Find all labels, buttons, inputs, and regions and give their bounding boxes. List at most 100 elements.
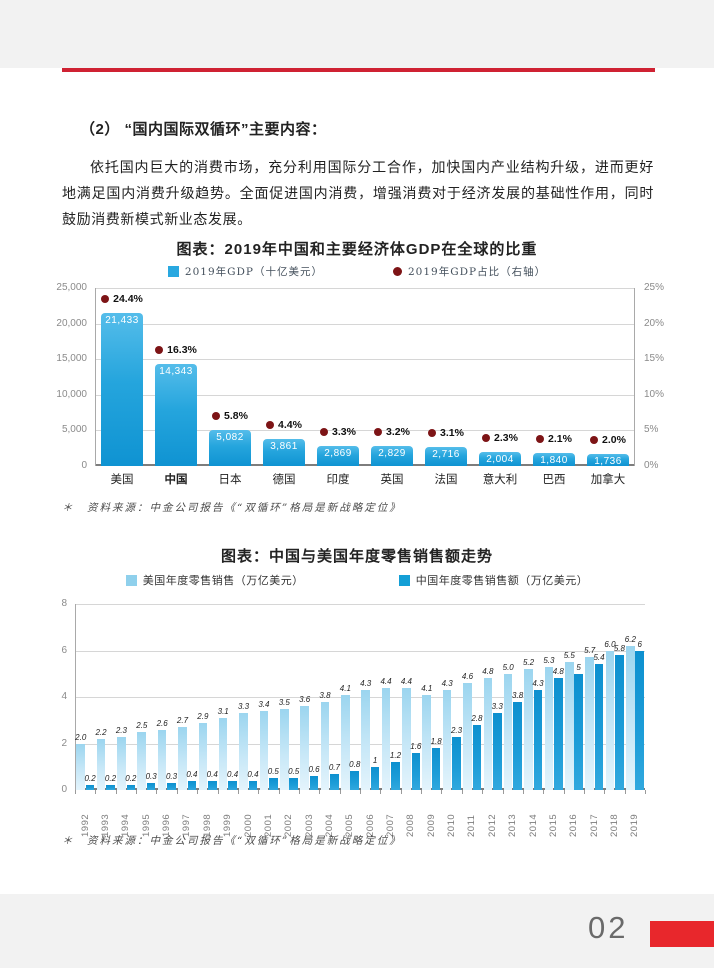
gridline <box>75 743 645 745</box>
year-label: 1992 <box>79 813 91 837</box>
gdp-share-value-label: 16.3% <box>167 343 197 356</box>
chart2-source-note: ＊ 资料来源：中金公司报告《“双循环”格局是新战略定位》 <box>62 835 402 847</box>
year-label: 2008 <box>405 813 417 837</box>
gridline <box>95 430 635 432</box>
cn-retail-bar <box>167 783 176 790</box>
category-label: 巴西 <box>542 474 566 486</box>
chart1-legend-share: 2019年GDP占比（右轴） <box>393 264 546 279</box>
us-retail-bar <box>259 710 269 790</box>
chart1-title: 图表：2019年中国和主要经济体GDP在全球的比重 <box>176 241 538 258</box>
x-axis-tick <box>604 790 606 794</box>
gdp-share-value-label: 2.3% <box>494 431 518 444</box>
gdp-share-dot-icon <box>320 427 329 436</box>
x-axis-tick <box>258 790 260 794</box>
us-retail-value-label: 3.4 <box>258 699 270 709</box>
cn-retail-bar <box>330 773 339 790</box>
chart2-legend-cn: 中国年度零售销售额（万亿美元） <box>398 572 589 588</box>
cn-retail-value-label: 4.8 <box>552 667 564 677</box>
gdp-share-dot-icon <box>428 428 437 437</box>
cn-retail-value-label: 6 <box>637 639 642 649</box>
gdp-share-marker: 2.1% <box>527 432 581 446</box>
us-retail-bar <box>218 717 228 790</box>
chart2-title: 图表：中国与美国年度零售销售额走势 <box>220 548 493 565</box>
cn-bar-swatch-icon <box>398 574 410 586</box>
category-label: 印度 <box>326 474 350 486</box>
x-axis-tick <box>502 790 504 794</box>
us-retail-value-label: 2.6 <box>156 718 168 728</box>
gdp-share-dot-icon <box>536 434 545 443</box>
x-axis-tick <box>583 790 585 794</box>
gridline <box>95 394 635 396</box>
us-retail-value-label: 3.1 <box>217 706 229 716</box>
cn-retail-value-label: 2.3 <box>450 725 463 735</box>
gdp-bar: 5,082 <box>209 429 251 466</box>
us-bar-swatch-icon <box>125 574 137 586</box>
gdp-bar-value-label: 14,343 <box>159 365 193 377</box>
x-axis-tick <box>176 790 178 794</box>
y-axis-line <box>75 604 76 790</box>
gdp-bar: 2,829 <box>371 445 413 466</box>
us-retail-bar <box>137 731 147 790</box>
x-axis-tick <box>421 790 423 794</box>
us-retail-value-label: 3.5 <box>278 697 290 707</box>
us-retail-value-label: 2.3 <box>115 725 127 735</box>
chart1-legend-gdp-label: 2019年GDP（十亿美元） <box>184 266 323 278</box>
y-axis-tick-label: 6 <box>61 644 67 656</box>
cn-retail-bar <box>452 736 461 790</box>
gridline <box>95 323 635 325</box>
gdp-chart-plot: 0 0% 5,000 5% 10,000 10% 15,000 15% 20,000 20% 25,… <box>56 282 664 471</box>
us-retail-value-label: 5.3 <box>543 655 555 665</box>
chart2-legend-cn-label: 中国年度零售销售额（万亿美元） <box>415 575 589 587</box>
us-retail-bar <box>402 687 411 790</box>
us-retail-bar <box>178 727 187 790</box>
cn-retail-value-label: 0.2 <box>104 774 117 784</box>
gdp-bar-value-label: 21,433 <box>105 315 139 327</box>
us-retail-value-label: 2.5 <box>136 720 148 730</box>
cn-retail-value-label: 0.4 <box>227 769 239 779</box>
us-retail-bar <box>341 694 350 790</box>
us-retail-bar <box>463 683 472 790</box>
year-label: 2012 <box>486 813 498 837</box>
year-label: 2011 <box>466 814 478 837</box>
us-retail-bar <box>422 694 432 790</box>
gdp-share-value-label: 3.1% <box>440 426 464 439</box>
cn-retail-bar <box>85 785 95 790</box>
us-retail-bar <box>564 662 574 790</box>
us-retail-bar <box>361 690 370 790</box>
x-axis-tick <box>217 790 219 794</box>
cn-retail-bar <box>269 778 278 790</box>
x-axis-tick <box>400 790 402 794</box>
us-retail-value-label: 6.2 <box>624 634 636 644</box>
x-axis-tick <box>461 790 463 794</box>
x-axis-tick <box>543 790 545 794</box>
year-label: 1995 <box>140 813 152 837</box>
us-retail-value-label: 2.9 <box>197 711 209 721</box>
left-axis-line <box>95 288 96 466</box>
cn-retail-value-label: 5.4 <box>593 653 605 663</box>
y-axis-tick-label: 0 <box>61 784 67 795</box>
x-axis-tick <box>360 790 361 794</box>
x-axis-tick <box>237 790 239 794</box>
gdp-bar-value-label: 1,736 <box>594 455 622 467</box>
gdp-bar: 3,861 <box>263 438 305 466</box>
left-axis-tick-label: 20,000 <box>56 317 87 329</box>
year-label: 1997 <box>181 813 193 837</box>
gdp-share-dot-icon <box>101 295 110 304</box>
gdp-share-dot-icon <box>482 433 491 442</box>
gdp-bar-value-label: 1,840 <box>540 454 568 466</box>
year-label: 2005 <box>344 813 356 837</box>
chart1-legend: 2019年GDP（十亿美元） 2019年GDP占比（右轴） <box>62 264 652 279</box>
us-retail-bar <box>442 690 452 790</box>
cn-retail-value-label: 5 <box>576 662 581 672</box>
gdp-share-value-label: 5.8% <box>224 409 248 422</box>
gdp-bar-value-label: 5,082 <box>216 431 244 443</box>
x-axis-tick <box>522 790 524 794</box>
us-retail-value-label: 2.2 <box>95 727 107 737</box>
footer-band: 02 <box>0 894 714 968</box>
category-label: 加拿大 <box>590 474 626 486</box>
year-label: 2014 <box>527 813 539 837</box>
cn-retail-bar <box>431 748 441 790</box>
us-retail-bar <box>483 678 493 790</box>
gdp-share-value-label: 2.0% <box>602 433 626 446</box>
year-label: 2018 <box>608 813 620 837</box>
